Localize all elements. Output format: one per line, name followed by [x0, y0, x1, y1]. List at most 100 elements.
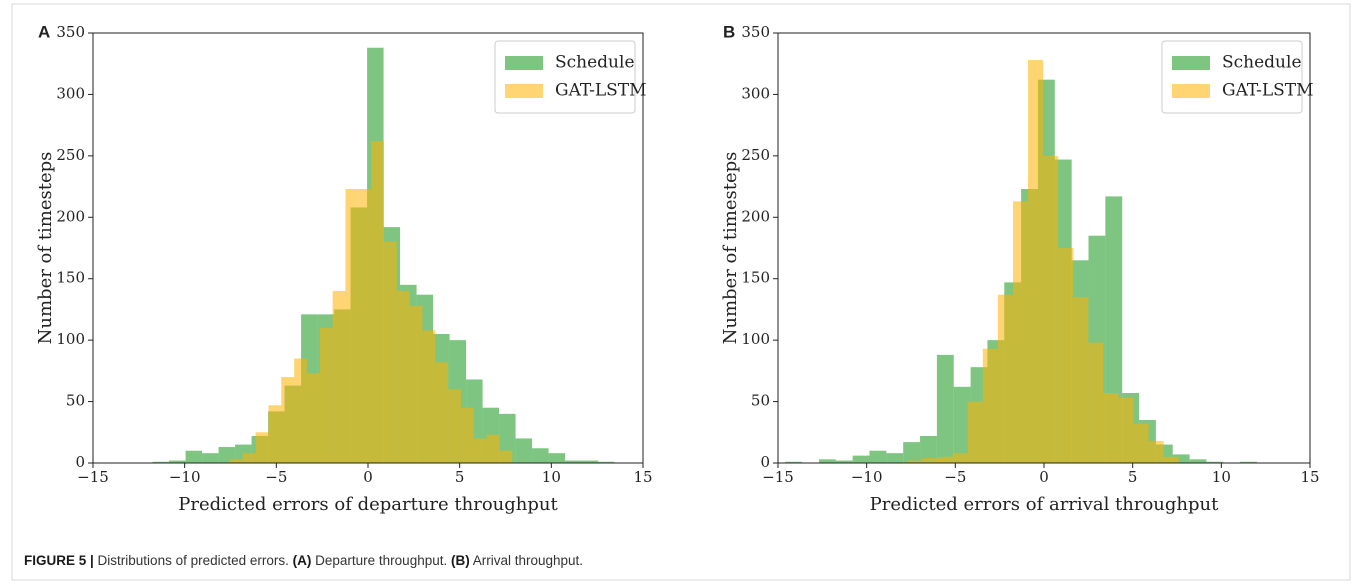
x-tick-label: −10 [169, 468, 201, 486]
histogram-bar [185, 450, 203, 463]
y-tick-label: 150 [741, 269, 770, 287]
histogram-bar [152, 461, 170, 463]
histogram-bar [920, 435, 937, 463]
histogram-bar [532, 448, 549, 463]
y-tick-label: 350 [741, 23, 770, 41]
x-axis-label: Predicted errors of departure throughput [178, 494, 558, 515]
histogram-bar [294, 358, 307, 463]
x-tick-label: 10 [542, 468, 561, 486]
histogram-bar [345, 189, 359, 463]
y-axis-label: Number of timesteps [35, 152, 56, 345]
histogram-bar [422, 330, 436, 463]
panel-label: A [38, 22, 50, 41]
x-tick-label: 5 [455, 468, 465, 486]
histogram-bar [886, 453, 904, 463]
histogram-bar [332, 291, 346, 463]
legend-label: GAT-LSTM [1222, 81, 1314, 101]
histogram-bar [1088, 342, 1104, 463]
histogram-bar [936, 354, 954, 463]
x-tick-label: −5 [944, 468, 966, 486]
histogram-bar [818, 459, 836, 463]
histogram-bar [169, 460, 186, 463]
histogram-bar [1189, 459, 1207, 463]
histogram-bar [396, 291, 410, 463]
y-tick-label: 300 [56, 84, 85, 102]
histogram-bar [515, 438, 533, 463]
legend-label: Schedule [1222, 53, 1302, 73]
histogram-bar [281, 377, 295, 463]
histogram-bar [869, 450, 887, 463]
caption-text: Arrival throughput. [469, 553, 584, 568]
histogram-bar [268, 405, 282, 463]
caption-text: (A) [292, 553, 312, 568]
histogram-bar [967, 401, 983, 463]
histogram-bar [1133, 423, 1149, 463]
histogram-bar [242, 453, 256, 463]
histogram-bar [565, 460, 582, 463]
x-tick-label: 15 [1300, 468, 1319, 486]
histogram-bar [903, 442, 921, 463]
x-tick-label: 15 [633, 468, 652, 486]
histogram-bar [1043, 155, 1059, 463]
histogram-bar [383, 241, 397, 463]
x-tick-label: 0 [1039, 468, 1049, 486]
histogram-bar [371, 141, 384, 463]
histogram-bar [435, 362, 449, 463]
histogram-bar [218, 447, 236, 463]
histogram-bar [937, 456, 953, 463]
y-tick-label: 300 [741, 84, 770, 102]
histogram-bar [1148, 440, 1164, 463]
caption-text: Distributions of predicted errors. [93, 553, 293, 568]
y-tick-label: 250 [741, 146, 770, 164]
histogram-bar [548, 453, 566, 463]
y-tick-label: 0 [75, 453, 85, 471]
caption-text: FIGURE 5 | [24, 553, 94, 568]
x-tick-label: −5 [265, 468, 287, 486]
legend-swatch [1172, 56, 1210, 70]
histogram-bar [1163, 456, 1179, 463]
x-tick-label: −10 [851, 468, 883, 486]
legend-label: GAT-LSTM [555, 81, 647, 101]
histogram-bar [1240, 461, 1257, 463]
caption-text: Departure throughput. [311, 553, 451, 568]
histogram-bar [835, 460, 853, 463]
caption-text: (B) [450, 553, 470, 568]
histogram-bar [907, 460, 923, 463]
histogram-bar [202, 453, 219, 463]
legend-swatch [505, 84, 543, 98]
caption: FIGURE 5 | Distributions of predicted er… [24, 553, 583, 568]
histogram-bar [1058, 248, 1074, 463]
histogram-bar [229, 459, 243, 463]
histogram-bar [1073, 297, 1089, 463]
histogram-bar [785, 461, 803, 463]
histogram-bar [409, 305, 423, 463]
histogram-bar [1206, 461, 1224, 463]
histogram-bar [1028, 60, 1044, 464]
y-tick-label: 200 [741, 207, 770, 225]
histogram-bar [953, 386, 971, 463]
y-tick-label: 50 [66, 392, 85, 410]
y-tick-label: 0 [760, 453, 770, 471]
legend-label: Schedule [555, 53, 635, 73]
x-axis-label: Predicted errors of arrival throughput [870, 494, 1220, 515]
legend-swatch [505, 56, 543, 70]
histogram-bar [499, 450, 513, 463]
y-tick-label: 150 [56, 269, 85, 287]
histogram-bar [598, 461, 615, 463]
histogram-bar [319, 327, 333, 463]
histogram-bar [255, 432, 269, 463]
y-axis-label: Number of timesteps [720, 152, 741, 345]
histogram-bar [922, 458, 938, 463]
histogram-bar [852, 455, 870, 463]
x-tick-label: 5 [1128, 468, 1138, 486]
histogram-bar [448, 389, 461, 463]
x-tick-label: 0 [363, 468, 373, 486]
histogram-bar [1172, 454, 1190, 463]
histogram-bar [952, 453, 968, 463]
y-tick-label: 350 [56, 23, 85, 41]
histogram-bar [486, 434, 500, 463]
y-tick-label: 250 [56, 146, 85, 164]
histogram-bar [306, 373, 320, 463]
histogram-bar [1118, 397, 1134, 463]
